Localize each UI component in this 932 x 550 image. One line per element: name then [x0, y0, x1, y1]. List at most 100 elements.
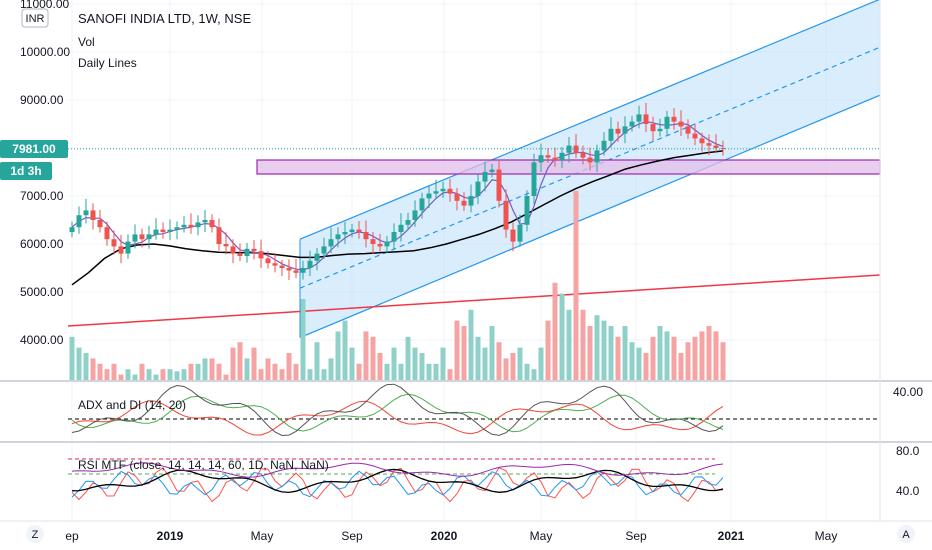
log-scale-button[interactable]: Z [26, 525, 44, 543]
volume-bars [69, 191, 726, 380]
volume-bar [615, 336, 621, 380]
adx-pane [68, 383, 880, 437]
candle-body [629, 121, 635, 127]
volume-bar [272, 363, 278, 380]
volume-bar [83, 353, 89, 380]
candle-body [279, 265, 285, 268]
volume-bar [650, 336, 656, 380]
candle-body [328, 239, 334, 247]
candle-body [188, 224, 194, 228]
volume-bar [608, 326, 614, 380]
currency-badge[interactable] [21, 8, 49, 28]
price-tick-label: 9000.00 [20, 93, 64, 107]
candle-body [594, 150, 600, 163]
candle-body [426, 193, 432, 199]
candle-body [468, 196, 474, 206]
rsi-axis-label-40: 40.0 [896, 484, 920, 498]
candle-body [475, 181, 481, 196]
channel-upper-line [299, 0, 880, 240]
candle-body [412, 210, 418, 220]
candle-body [587, 157, 593, 163]
rsi-pane-title: RSI MTF (close, 14, 14, 14, 60, 1D, NaN,… [78, 458, 329, 472]
volume-bar [230, 347, 236, 380]
volume-bar [90, 358, 96, 380]
candle-body [671, 116, 677, 122]
candle-body [146, 234, 152, 240]
volume-bar [685, 342, 691, 380]
candle-body [342, 232, 348, 235]
volume-bar [692, 336, 698, 380]
time-tick-label: 2019 [157, 529, 184, 543]
volume-bar [202, 358, 208, 380]
time-axis[interactable]: ep 2019 May Sep 2020 May Sep 2021 May [0, 520, 932, 543]
time-tick-label: ep [65, 529, 79, 543]
volume-bar [412, 347, 418, 380]
volume-bar [706, 326, 712, 380]
volume-bar [118, 374, 124, 380]
adx-pane-title: ADX and DI (14, 20) [78, 398, 186, 412]
pane-separators[interactable] [0, 380, 932, 443]
price-tick-label: 10000.00 [20, 45, 70, 59]
volume-bar [314, 342, 320, 380]
current-price-value: 7981.00 [12, 142, 56, 156]
volume-bar [258, 369, 264, 380]
volume-bar [146, 369, 152, 380]
volume-bar [566, 309, 572, 380]
adx-line [71, 383, 724, 437]
volume-bar [307, 369, 313, 380]
candle-body [216, 227, 222, 244]
channel-mid-line [299, 46, 881, 289]
volume-bar [293, 363, 299, 380]
price-tick-label: 6000.00 [20, 237, 64, 251]
long-trendline [67, 274, 881, 327]
candle-body [83, 210, 89, 216]
price-tick-label: 11000.00 [20, 0, 69, 11]
volume-bar [237, 342, 243, 380]
candle-body [461, 200, 467, 206]
candle-body [202, 220, 208, 223]
time-tick-label: 2021 [718, 529, 745, 543]
candle-body [167, 229, 173, 232]
candle-body [489, 169, 495, 172]
volume-bar [713, 331, 719, 380]
candle-body [454, 193, 460, 201]
candle-body [580, 152, 586, 158]
auto-scale-button[interactable]: A [897, 525, 915, 543]
volume-indicator-label[interactable]: Vol [78, 35, 95, 49]
candle-body [482, 172, 488, 182]
candle-body [195, 222, 201, 228]
volume-bar [447, 369, 453, 380]
volume-bar [440, 347, 446, 380]
volume-bar [97, 363, 103, 380]
volume-bar [391, 347, 397, 380]
volume-bar [720, 342, 726, 380]
volume-bar [209, 358, 215, 380]
volume-bar [573, 191, 579, 380]
candle-body [433, 191, 439, 194]
candle-body [608, 128, 614, 141]
chart-title: SANOFI INDIA LTD, 1W, NSE [78, 11, 251, 26]
daily-lines-indicator-label[interactable]: Daily Lines [78, 56, 137, 70]
candle-body [377, 244, 383, 247]
volume-bar [601, 320, 607, 380]
candle-body [692, 133, 698, 139]
volume-bar [636, 347, 642, 380]
candle-body [713, 145, 719, 148]
volume-bar [216, 363, 222, 380]
volume-bar [461, 326, 467, 380]
volume-bar [468, 309, 474, 380]
volume-bar [545, 320, 551, 380]
volume-bar [503, 358, 509, 380]
volume-bar [496, 342, 502, 380]
candle-body [405, 220, 411, 225]
candle-body [258, 251, 264, 259]
candle-body [664, 116, 670, 129]
volume-bar [552, 282, 558, 380]
candle-body [97, 220, 103, 228]
candle-body [419, 198, 425, 211]
candle-body [391, 232, 397, 242]
candle-body [237, 253, 243, 256]
candle-body [300, 268, 306, 273]
volume-bar [195, 363, 201, 380]
